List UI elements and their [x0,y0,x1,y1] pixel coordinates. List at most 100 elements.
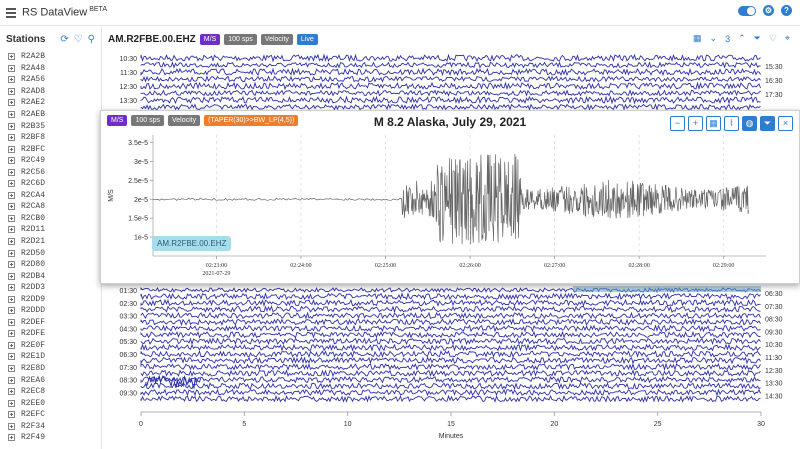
expand-plus-icon[interactable] [8,388,15,396]
expand-plus-icon[interactable] [8,249,15,257]
station-item[interactable]: R2AD8 [0,86,101,98]
station-item[interactable]: R2DD9 [0,293,101,305]
expand-plus-icon[interactable] [8,203,15,211]
station-item[interactable]: R2E0F [0,340,101,352]
station-item[interactable]: R2E1D [0,351,101,363]
map-pin-icon[interactable]: ⌖ [784,33,790,43]
expand-plus-icon[interactable] [8,272,15,280]
expand-plus-icon[interactable] [8,180,15,188]
station-item[interactable]: R2A56 [0,74,101,86]
expand-plus-icon[interactable] [8,238,15,246]
station-item[interactable]: R2DEF [0,317,101,329]
station-item[interactable]: R2E8D [0,363,101,375]
type-chip[interactable]: Velocity [260,33,293,45]
expand-plus-icon[interactable] [8,64,15,72]
station-item[interactable]: R2D80 [0,259,101,271]
expand-plus-icon[interactable] [8,122,15,130]
expand-plus-icon[interactable] [8,365,15,373]
hamburger-menu-icon[interactable] [6,7,16,18]
station-item[interactable]: R2DB4 [0,270,101,282]
expand-plus-icon[interactable] [8,191,15,199]
station-item[interactable]: R2C56 [0,166,101,178]
station-item[interactable]: R2D21 [0,236,101,248]
search-icon[interactable]: ⚲ [87,33,95,45]
popup-units-chip[interactable]: M/S [107,115,128,126]
favorite-heart-icon[interactable]: ♡ [73,33,83,45]
station-item[interactable]: R2A48 [0,63,101,75]
station-item[interactable]: R2B35 [0,120,101,132]
station-item[interactable]: R2D50 [0,247,101,259]
expand-plus-icon[interactable] [8,284,15,292]
close-icon[interactable]: × [778,116,793,131]
grid-icon[interactable]: ▦ [706,116,721,131]
expand-plus-icon[interactable] [8,134,15,142]
station-item[interactable]: R2EA6 [0,374,101,386]
expand-plus-icon[interactable] [8,411,15,419]
station-item[interactable]: R2BF8 [0,132,101,144]
expand-plus-icon[interactable] [8,341,15,349]
units-chip[interactable]: M/S [199,33,221,45]
popup-type-chip[interactable]: Velocity [167,115,201,126]
live-chip[interactable]: Live [296,33,318,45]
filter-icon[interactable]: ⏷ [753,33,761,43]
station-item[interactable]: R2AE2 [0,97,101,109]
favorite-heart-icon-main[interactable]: ♡ [768,33,777,43]
expand-plus-icon[interactable] [8,226,15,234]
station-item[interactable]: R2EE0 [0,397,101,409]
expand-plus-icon[interactable] [8,145,15,153]
expand-plus-icon[interactable] [8,434,15,442]
expand-plus-icon[interactable] [8,261,15,269]
helicorder-panel[interactable]: 10:30 11:30 12:30 13:30 15:30 16:30 17:30 01:30… [103,50,800,449]
station-item[interactable]: R2D11 [0,224,101,236]
settings-gear-icon[interactable]: ⚙ [763,5,774,16]
expand-plus-icon[interactable] [8,157,15,165]
expand-plus-icon[interactable] [8,53,15,61]
expand-plus-icon[interactable] [8,307,15,315]
expand-plus-icon[interactable] [8,76,15,84]
zoom-in-icon[interactable]: + [688,116,703,131]
expand-plus-icon[interactable] [8,330,15,338]
station-item[interactable]: R2C6D [0,178,101,190]
expand-plus-icon[interactable] [8,376,15,384]
event-waveform-chart[interactable]: 1e-5 1.5e-5 2e-5 2.5e-5 3e-5 3.5e-5 M/S 02:23:0… [101,111,800,285]
station-item[interactable]: R2AEB [0,109,101,121]
expand-plus-icon[interactable] [8,99,15,107]
page-down-chevron-icon[interactable]: ⌄ [709,33,718,43]
expand-plus-icon[interactable] [8,168,15,176]
expand-plus-icon[interactable] [8,214,15,222]
station-item[interactable]: R2DFE [0,328,101,340]
expand-plus-icon[interactable] [8,422,15,430]
zoom-out-icon[interactable]: − [670,116,685,131]
station-item[interactable]: R2DD3 [0,282,101,294]
expand-plus-icon[interactable] [8,353,15,361]
expand-plus-icon[interactable] [8,295,15,303]
station-item[interactable]: R2F34 [0,421,101,433]
station-item[interactable]: R2DDD [0,305,101,317]
expand-plus-icon[interactable] [8,399,15,407]
station-item[interactable]: R2EFC [0,409,101,421]
globe-icon[interactable]: ◍ [742,116,757,131]
event-highlight-band[interactable] [573,286,761,292]
station-item[interactable]: R2CA8 [0,201,101,213]
refresh-icon[interactable]: ⟳ [60,33,69,45]
help-icon[interactable]: ? [781,5,792,16]
popup-filter-chip[interactable]: (TAPER(30)>>BW_LP(4,5)) [204,115,299,126]
helicorder-plot[interactable]: 10:30 11:30 12:30 13:30 15:30 16:30 17:30 01:30… [103,50,800,449]
station-item[interactable]: R2BFC [0,143,101,155]
rate-chip[interactable]: 100 sps [224,33,257,45]
station-item[interactable]: R2C49 [0,155,101,167]
funnel-filter-icon[interactable]: ⏷ [760,116,775,131]
expand-plus-icon[interactable] [8,87,15,95]
expand-plus-icon[interactable] [8,111,15,118]
calendar-icon[interactable]: ▦ [693,33,702,43]
live-toggle[interactable] [738,5,756,16]
station-item[interactable]: R2A2B [0,51,101,63]
popup-rate-chip[interactable]: 100 sps [131,115,164,126]
chart-icon[interactable]: ⌇ [724,116,739,131]
station-item[interactable]: R2CB0 [0,213,101,225]
page-up-chevron-icon[interactable]: ⌃ [738,33,746,43]
expand-plus-icon[interactable] [8,318,15,326]
station-item[interactable]: R2F49 [0,432,101,444]
station-item[interactable]: R2EC8 [0,386,101,398]
station-item[interactable]: R2CA4 [0,190,101,202]
